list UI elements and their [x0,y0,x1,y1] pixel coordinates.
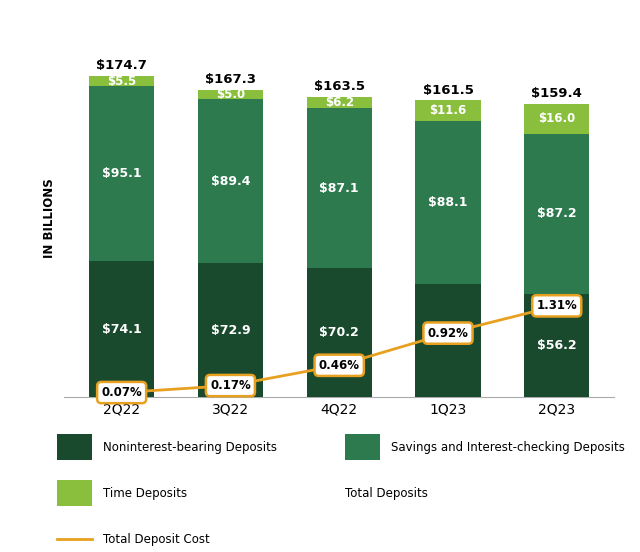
Text: $89.4: $89.4 [211,174,250,188]
Text: 0.46%: 0.46% [319,359,360,372]
Text: 1.31%: 1.31% [536,299,577,312]
Text: $5.5: $5.5 [107,75,136,88]
Text: $87.1: $87.1 [319,182,359,195]
Text: $87.2: $87.2 [537,208,577,220]
Bar [89,76,154,86]
Text: $6.2: $6.2 [324,96,354,109]
Bar [524,134,589,294]
Bar [89,86,154,261]
Bar [307,97,372,108]
Bar [415,100,481,121]
Bar [524,104,589,134]
Bar [198,99,263,263]
Y-axis label: IN BILLIONS: IN BILLIONS [43,178,56,258]
Text: 0.07%: 0.07% [101,386,142,399]
Text: $70.2: $70.2 [319,326,359,339]
Text: $88.1: $88.1 [428,196,468,209]
Bar [198,89,263,99]
Text: Savings and Interest-checking Deposits: Savings and Interest-checking Deposits [391,440,625,454]
Text: $11.6: $11.6 [429,104,467,117]
Text: Total Deposit Cost: Total Deposit Cost [103,533,210,545]
FancyBboxPatch shape [345,434,380,460]
Bar [415,121,481,284]
Bar [524,294,589,397]
Bar [307,268,372,397]
Text: $61.9: $61.9 [428,334,468,347]
Bar [89,261,154,397]
Text: $16.0: $16.0 [538,113,575,125]
FancyBboxPatch shape [57,434,92,460]
Bar [415,284,481,397]
Bar [307,108,372,268]
Text: 0.92%: 0.92% [428,327,468,339]
Text: $174.7: $174.7 [96,59,147,72]
Text: 0.17%: 0.17% [210,379,251,392]
Text: $72.9: $72.9 [211,324,250,337]
Text: $5.0: $5.0 [216,88,245,100]
Text: Total Deposits: Total Deposits [345,487,428,500]
Text: $95.1: $95.1 [102,167,141,180]
Text: $161.5: $161.5 [422,83,474,97]
Text: $163.5: $163.5 [314,80,365,93]
Bar [198,263,263,397]
Text: $167.3: $167.3 [205,73,256,86]
Text: $74.1: $74.1 [102,323,141,336]
FancyBboxPatch shape [57,480,92,506]
Text: $159.4: $159.4 [531,87,582,100]
Text: $56.2: $56.2 [537,339,577,352]
Text: Time Deposits: Time Deposits [103,487,187,500]
Text: Noninterest-bearing Deposits: Noninterest-bearing Deposits [103,440,277,454]
